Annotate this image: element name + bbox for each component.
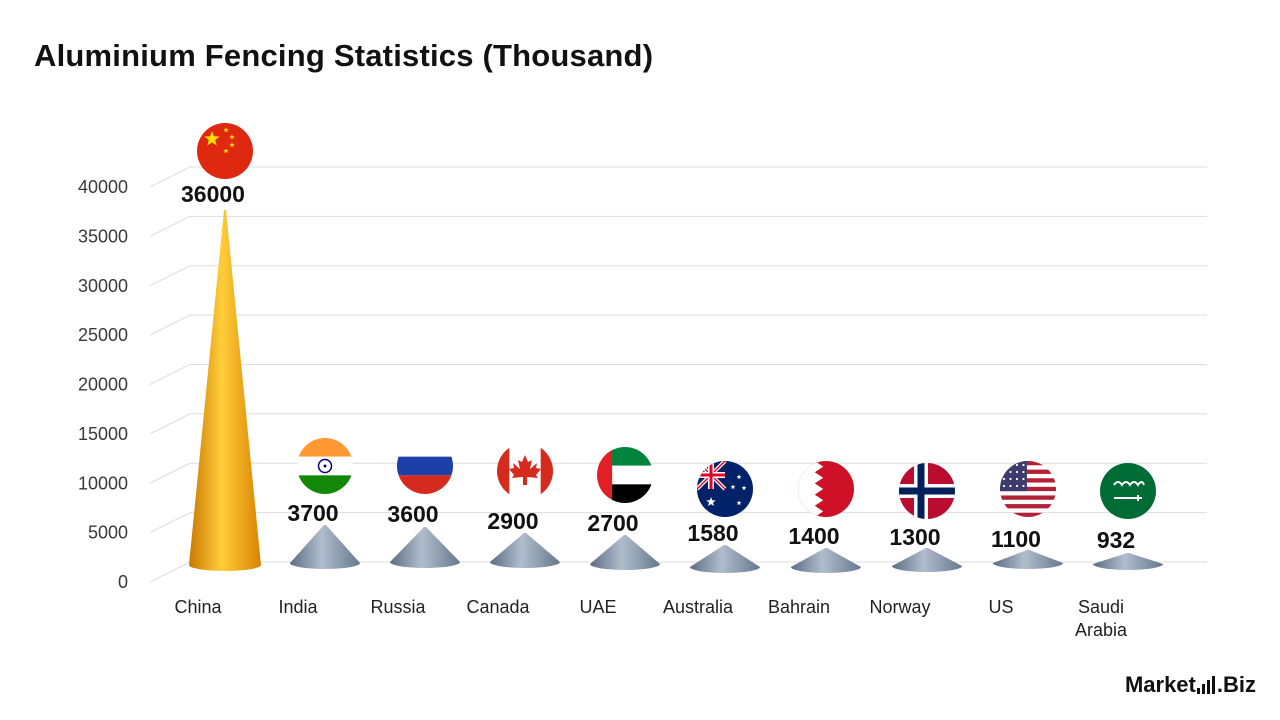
value-label: 1580 (687, 520, 738, 546)
uae-flag-icon (597, 447, 653, 503)
y-tick-label: 40000 (78, 177, 128, 197)
logo-bars-icon (1196, 676, 1215, 694)
x-category-label: Canada (466, 597, 530, 617)
value-label: 2900 (487, 508, 538, 534)
gridline (149, 265, 1207, 287)
x-category-label: Arabia (1075, 620, 1128, 640)
australia-flag-icon (697, 461, 753, 517)
value-label: 1400 (788, 523, 839, 549)
value-label: 1300 (889, 524, 940, 550)
value-label: 1100 (991, 526, 1041, 552)
cone-bar-russia (390, 527, 460, 568)
value-label: 36000 (181, 181, 245, 207)
gridline (149, 166, 1207, 188)
cone-bar-china (189, 210, 261, 571)
y-tick-label: 10000 (78, 473, 128, 493)
gridlines (149, 166, 1207, 583)
x-category-label: US (988, 597, 1013, 617)
logo-text-right: .Biz (1216, 672, 1256, 697)
value-label: 2700 (587, 510, 638, 536)
cone-bar-saudi-arabia (1093, 553, 1163, 570)
cone-bar-uae (590, 535, 660, 570)
gridline (149, 462, 1207, 484)
x-category-label: China (174, 597, 222, 617)
flags (197, 123, 1156, 519)
x-category-label: Russia (370, 597, 426, 617)
cone-bar-australia (690, 545, 760, 573)
canada-flag-icon (497, 443, 553, 499)
x-category-label: Saudi (1078, 597, 1124, 617)
y-tick-label: 30000 (78, 276, 128, 296)
x-axis: China India Russia Canada UAE Australia Bahrai… (174, 597, 1128, 640)
y-axis: 0 5000 10000 15000 20000 25000 30000 35000 40000 (78, 177, 128, 592)
y-tick-label: 5000 (88, 523, 128, 543)
gridline (149, 413, 1207, 435)
x-category-label: UAE (579, 597, 616, 617)
value-label: 3700 (287, 500, 338, 526)
y-tick-label: 0 (118, 572, 128, 592)
x-category-label: Norway (869, 597, 930, 617)
x-category-label: India (278, 597, 318, 617)
norway-flag-icon (899, 463, 955, 519)
x-category-label: Australia (663, 597, 734, 617)
bahrain-flag-icon (798, 461, 854, 517)
cone-bar-canada (490, 533, 560, 568)
gridline (149, 512, 1207, 534)
chart-title: Aluminium Fencing Statistics (Thousand) (34, 38, 654, 73)
russia-flag-icon (397, 438, 453, 494)
value-label: 3600 (387, 501, 438, 527)
marketbiz-logo: Market .Biz (1125, 672, 1256, 698)
y-tick-label: 20000 (78, 375, 128, 395)
gridline (149, 215, 1207, 237)
gridline (149, 314, 1207, 336)
y-tick-label: 25000 (78, 325, 128, 345)
y-tick-label: 15000 (78, 424, 128, 444)
value-label: 932 (1097, 527, 1135, 553)
x-category-label: Bahrain (768, 597, 830, 617)
us-flag-icon (1000, 461, 1056, 517)
india-flag-icon (297, 438, 353, 494)
cones (189, 210, 1163, 573)
gridline (149, 364, 1207, 385)
logo-text-left: Market (1124, 672, 1196, 697)
cone-bar-bahrain (791, 548, 861, 573)
cone-bar-norway (892, 548, 962, 572)
cone-bar-us (993, 550, 1063, 569)
y-tick-label: 35000 (78, 226, 128, 246)
value-labels: 36000 3700 3600 2900 2700 1580 1400 1300 1100 932 (181, 181, 1135, 553)
cone-bar-india (290, 525, 360, 569)
saudi-arabia-flag-icon (1100, 463, 1156, 519)
china-flag-icon (197, 123, 253, 179)
